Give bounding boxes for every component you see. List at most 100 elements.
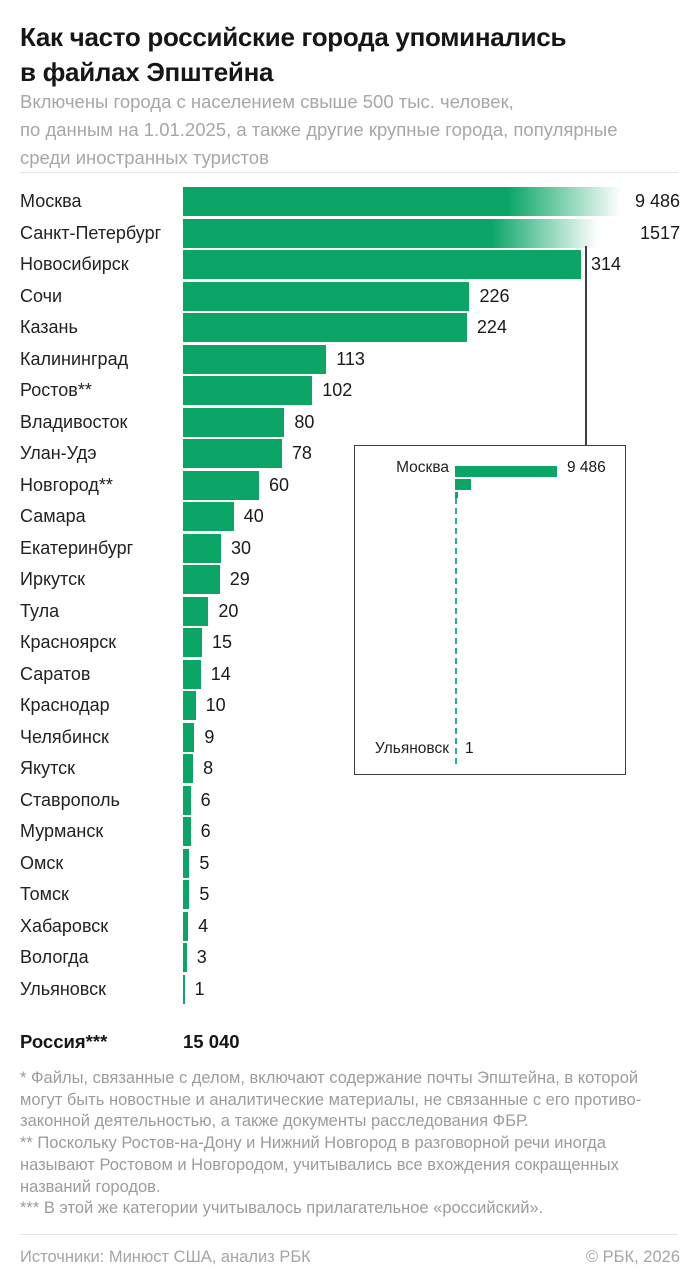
city-bar — [183, 408, 285, 437]
chart-row: Хабаровск 4 — [20, 911, 680, 943]
city-value: 8 — [203, 758, 214, 778]
city-label: Новосибирск — [20, 254, 129, 274]
page-title: Как часто российские города упоминались … — [20, 20, 566, 90]
chart-row: Томск 5 — [20, 879, 680, 911]
inset-ulyanovsk-value: 1 — [465, 740, 474, 757]
chart-row: Красноярск 15 — [20, 627, 680, 659]
city-value: 9 — [204, 727, 215, 747]
sources-text: Источники: Минюст США, анализ РБК — [20, 1248, 311, 1266]
chart-row: Улан-Удэ 78 — [20, 438, 680, 470]
city-value: 60 — [269, 475, 290, 495]
city-bar — [183, 628, 202, 657]
city-label: Челябинск — [20, 727, 109, 747]
city-label: Хабаровск — [20, 916, 109, 936]
city-bar — [183, 975, 185, 1004]
city-label: Саратов — [20, 664, 91, 684]
footnotes: * Файлы, связанные с делом, включают сод… — [20, 1068, 641, 1220]
city-value: 9 486 — [634, 191, 680, 211]
city-label: Владивосток — [20, 412, 128, 432]
city-value: 20 — [218, 601, 239, 621]
subtitle-line-2: по данным на 1.01.2025, а также другие к… — [20, 119, 618, 140]
city-value: 314 — [591, 254, 622, 274]
footnote-line: *** В этой же категории учитывалось прил… — [20, 1199, 544, 1218]
chart-row: Москва 9 486 — [20, 186, 680, 218]
city-value: 3 — [196, 947, 207, 967]
city-label: Тула — [20, 601, 60, 621]
city-value: 5 — [199, 884, 210, 904]
chart-row: Новгород** 60 — [20, 470, 680, 502]
city-value: 6 — [200, 821, 211, 841]
inset-callout-line — [585, 246, 587, 446]
city-label: Новгород** — [20, 475, 113, 495]
chart-row: Владивосток 80 — [20, 407, 680, 439]
city-value: 15 — [212, 632, 233, 652]
bar-rows: Москва 9 486 Санкт-Петербург 1517 Новосибирс… — [20, 186, 680, 1006]
city-bar — [183, 754, 194, 783]
city-label: Ростов** — [20, 380, 92, 400]
city-label: Улан-Удэ — [20, 443, 97, 463]
chart-row: Якутск 8 — [20, 753, 680, 785]
city-bar — [183, 849, 190, 878]
city-value: 102 — [322, 380, 353, 400]
footer-divider — [20, 1234, 678, 1235]
footnote-line: названий городов. — [20, 1177, 161, 1196]
inset-novosibirsk-bar — [455, 492, 458, 498]
city-bar — [183, 565, 220, 594]
footnote-line: называют Ростовом и Новгородом, учитывал… — [20, 1155, 619, 1174]
city-label: Ульяновск — [20, 979, 107, 999]
city-label: Мурманск — [20, 821, 104, 841]
city-value: 80 — [294, 412, 315, 432]
city-value: 113 — [336, 349, 365, 369]
city-label: Омск — [20, 853, 64, 873]
chart-row: Казань 224 — [20, 312, 680, 344]
city-bar — [183, 817, 191, 846]
city-label: Краснодар — [20, 695, 110, 715]
total-row-label: Россия*** — [20, 1031, 108, 1052]
city-bar — [183, 345, 327, 374]
city-bar — [183, 313, 467, 342]
city-bar — [183, 376, 313, 405]
city-value: 30 — [231, 538, 252, 558]
city-value: 1517 — [639, 223, 680, 243]
footer: Источники: Минюст США, анализ РБК © РБК,… — [20, 1248, 680, 1267]
city-bar — [183, 597, 209, 626]
chart-row: Ульяновск 1 — [20, 974, 680, 1006]
city-value: 78 — [291, 443, 312, 463]
inset-moscow-bar — [455, 466, 557, 477]
total-row-value: 15 040 — [183, 1031, 240, 1052]
city-value: 29 — [229, 569, 250, 589]
chart-row: Ставрополь 6 — [20, 785, 680, 817]
city-value: 4 — [198, 916, 209, 936]
header-divider — [20, 172, 678, 173]
city-bar — [183, 880, 190, 909]
chart-row: Вологда 3 — [20, 942, 680, 974]
city-label: Томск — [20, 884, 69, 904]
city-bar — [183, 502, 234, 531]
chart-row: Омск 5 — [20, 848, 680, 880]
city-label: Якутск — [20, 758, 75, 778]
inset-axis-dashed-line — [455, 498, 457, 764]
city-bar — [183, 912, 189, 941]
city-bar — [183, 219, 611, 248]
chart-row: Калининград 113 — [20, 344, 680, 376]
city-label: Ставрополь — [20, 790, 120, 810]
city-label: Санкт-Петербург — [20, 223, 162, 243]
footnote-line: ** Поскольку Ростов-на-Дону и Нижний Нов… — [20, 1134, 606, 1153]
subtitle-line-3: среди иностранных туристов — [20, 147, 269, 168]
footnote-line: законной деятельностью, а также документ… — [20, 1112, 529, 1131]
city-value: 6 — [200, 790, 211, 810]
chart-row: Санкт-Петербург 1517 — [20, 218, 680, 250]
city-value: 14 — [210, 664, 231, 684]
city-bar — [183, 943, 187, 972]
city-label: Иркутск — [20, 569, 85, 589]
city-bar — [183, 691, 196, 720]
city-label: Калининград — [20, 349, 129, 369]
title-line-2: в файлах Эпштейна — [20, 57, 274, 87]
city-bar — [183, 282, 470, 311]
chart-row: Краснодар 10 — [20, 690, 680, 722]
city-label: Казань — [20, 317, 78, 337]
city-bar — [183, 471, 260, 500]
chart-row: Мурманск 6 — [20, 816, 680, 848]
chart-subtitle: Включены города с населением свыше 500 т… — [20, 88, 617, 172]
